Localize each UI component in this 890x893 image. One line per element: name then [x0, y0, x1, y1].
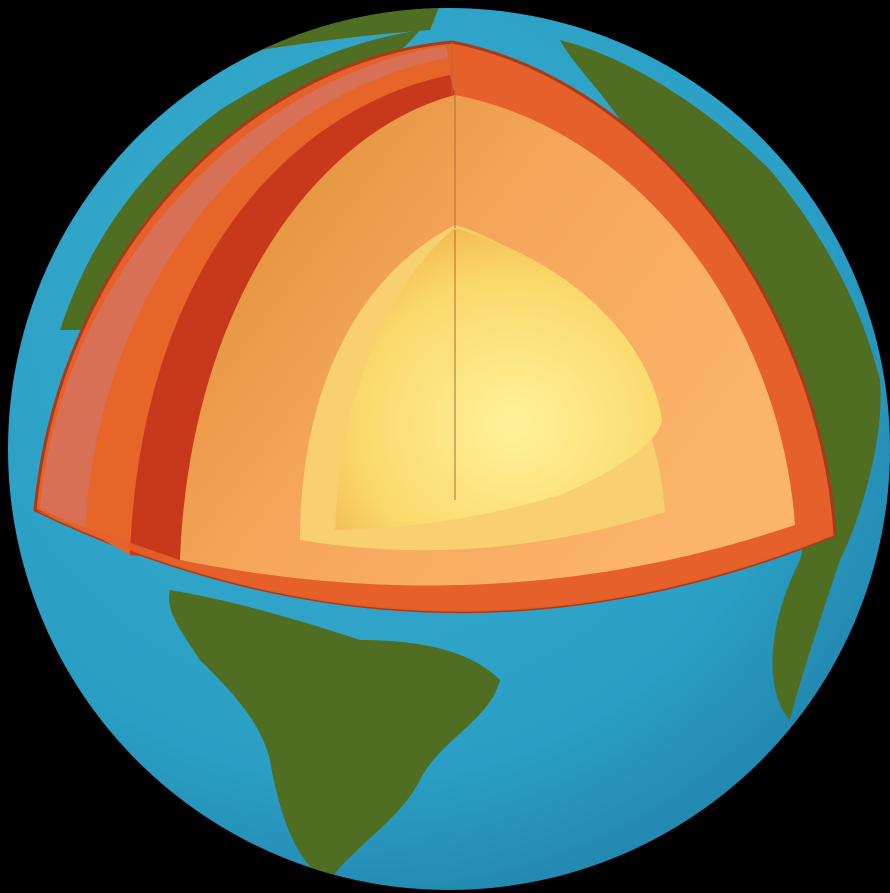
cutaway: [33, 40, 837, 614]
